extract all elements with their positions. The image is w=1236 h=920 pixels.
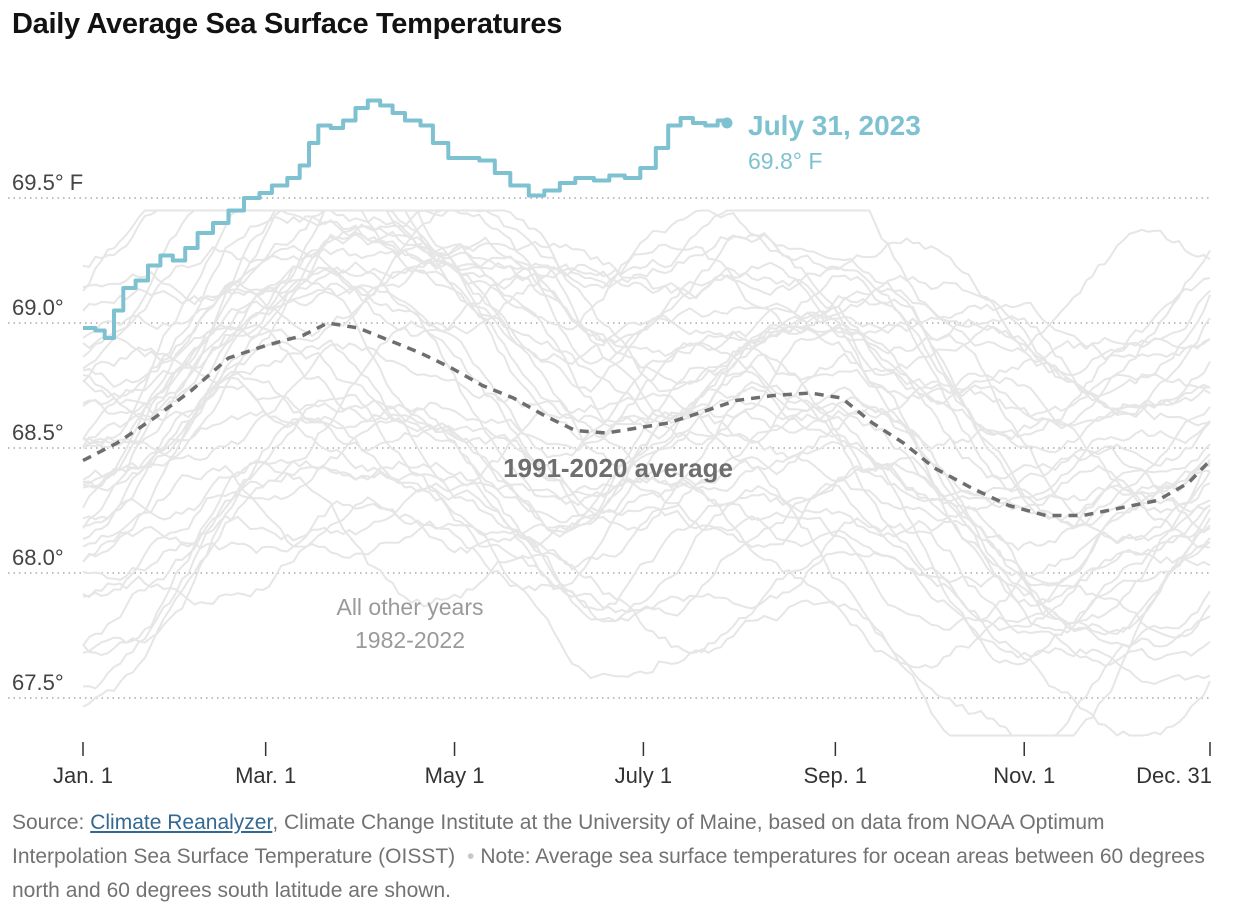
chart-footer: Source: Climate Reanalyzer, Climate Chan… (12, 806, 1212, 908)
other-year-line (82, 251, 1211, 454)
other-year-line (82, 393, 1211, 737)
other-year-line (82, 371, 1211, 585)
other-year-line (82, 496, 1211, 669)
other-year-line (82, 401, 1211, 505)
other-year-line (82, 269, 1211, 630)
sea-surface-temperature-chart: 67.5° 68.0° 68.5° 69.0° 69.5° F Jan. 1 Mar. 1… (8, 98, 1212, 788)
highlight-end-dot (721, 117, 733, 129)
average-series-label: 1991-2020 average (503, 453, 733, 483)
other-year-line (82, 274, 1211, 509)
other-year-line (82, 267, 1211, 549)
other-year-line (82, 408, 1211, 690)
other-year-line (82, 376, 1211, 666)
note-text: Note: Average sea surface temperatures f… (12, 845, 1205, 902)
y-tick-label: 68.5° (12, 420, 64, 445)
other-year-line (82, 209, 1211, 526)
other-year-line (82, 456, 1211, 657)
other-year-line (82, 209, 1211, 399)
other-year-line (82, 384, 1211, 552)
y-tick-label: 69.0° (12, 295, 64, 320)
highlight-line-group (83, 98, 733, 340)
other-year-line (82, 209, 1211, 439)
other-year-line (82, 209, 1211, 388)
other-year-line (82, 209, 1211, 514)
x-tick-label: Sep. 1 (804, 763, 868, 788)
x-tick-label: May 1 (425, 763, 485, 788)
average-line-group (82, 321, 1212, 518)
x-tick-label: July 1 (615, 763, 672, 788)
other-year-line (82, 468, 1211, 632)
source-text: , Climate Change Institute at the Univer… (12, 811, 1105, 868)
x-axis: Jan. 1 Mar. 1 May 1 July 1 Sep. 1 Nov. 1 Dec. … (53, 742, 1212, 788)
separator-dot: • (467, 845, 475, 868)
chart-title: Daily Average Sea Surface Temperatures (12, 8, 563, 40)
average-line (82, 321, 1212, 518)
x-tick-label: Dec. 31 (1136, 763, 1212, 788)
other-year-line (82, 415, 1211, 654)
other-year-line (82, 459, 1211, 737)
highlight-end-value: 69.8° F (748, 148, 822, 174)
y-gridlines: 67.5° 68.0° 68.5° 69.0° 69.5° F (8, 170, 1212, 699)
other-year-line (82, 338, 1211, 625)
y-tick-label: 68.0° (12, 545, 64, 570)
source-prefix: Source: (12, 811, 91, 834)
other-year-line (82, 231, 1211, 427)
highlight-series-label: July 31, 2023 (748, 110, 921, 141)
other-year-line (82, 230, 1211, 481)
source-link[interactable]: Climate Reanalyzer (90, 811, 273, 834)
other-year-line (82, 225, 1211, 425)
x-tick-label: Nov. 1 (993, 763, 1055, 788)
other-year-line (82, 278, 1211, 636)
other-year-line (82, 320, 1211, 598)
other-year-line (82, 209, 1211, 410)
x-tick-label: Jan. 1 (53, 763, 113, 788)
other-year-line (82, 465, 1211, 708)
other-years-label-line1: All other years (336, 594, 483, 620)
other-year-line (82, 261, 1211, 451)
other-years-label-line2: 1982-2022 (355, 627, 465, 653)
y-tick-label: 67.5° (12, 670, 64, 695)
other-year-line (82, 340, 1211, 634)
x-tick-label: Mar. 1 (235, 763, 296, 788)
y-tick-label: 69.5° F (12, 170, 83, 195)
highlight-line-2023 (83, 98, 729, 340)
chart-annotations: July 31, 2023 69.8° F 1991-2020 average … (336, 110, 920, 653)
